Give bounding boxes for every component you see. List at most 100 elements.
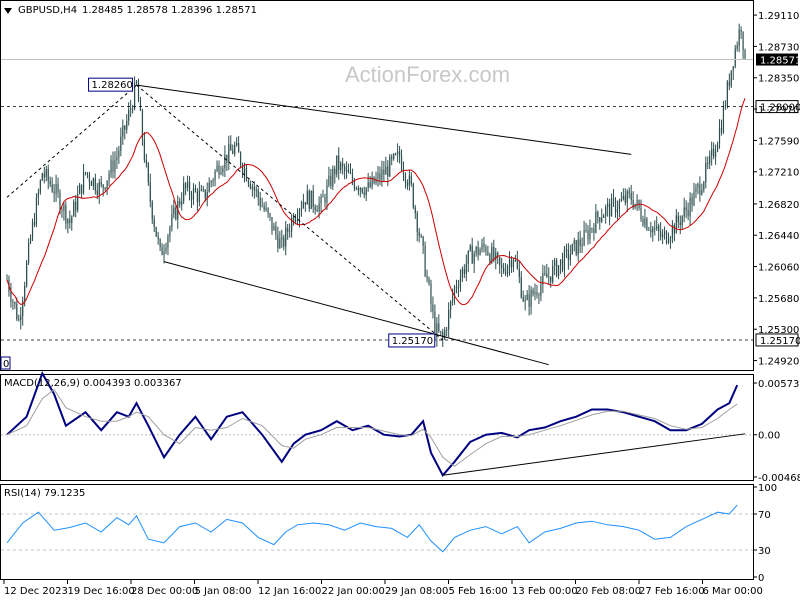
candle-body — [334, 168, 336, 175]
candle-body — [681, 216, 683, 226]
candle-body — [709, 155, 711, 164]
candle-body — [351, 173, 354, 182]
candle-body — [503, 267, 505, 272]
candle-body — [524, 299, 526, 302]
candle-body — [630, 193, 632, 200]
candle-body — [128, 109, 130, 121]
candle-body — [281, 237, 283, 239]
candle-body — [477, 246, 479, 256]
candle-body — [296, 218, 299, 220]
candle-body — [444, 329, 446, 339]
candle-body — [124, 125, 126, 130]
candle-body — [324, 197, 326, 203]
level-box — [755, 333, 799, 347]
candle-body — [110, 160, 112, 174]
candle-body — [432, 304, 434, 312]
candle-body — [453, 286, 456, 297]
candle-body — [304, 202, 306, 205]
candle-body — [402, 169, 405, 175]
price-tick-label: 1.25680 — [758, 294, 799, 305]
candle-body — [167, 236, 169, 248]
macd-tick-label: 0.00573 — [758, 379, 799, 390]
level-box — [755, 100, 799, 114]
candle-body — [612, 198, 615, 200]
candle-body — [530, 289, 532, 307]
candle-body — [585, 230, 587, 232]
candle-body — [24, 285, 26, 302]
rsi-tick-label: 100 — [758, 483, 777, 494]
candle-body — [608, 203, 611, 217]
candle-body — [393, 153, 395, 159]
candle-body — [736, 45, 738, 49]
candle-body — [475, 246, 477, 254]
candle-body — [561, 259, 564, 271]
candle-body — [451, 296, 454, 302]
candle-body — [593, 228, 595, 233]
candle-body — [204, 189, 206, 199]
annotation-box — [388, 333, 436, 348]
price-panel-frame — [0, 0, 754, 371]
candle-body — [194, 188, 197, 192]
candle-body — [345, 169, 348, 172]
candle-body — [703, 182, 705, 190]
candle-body — [226, 154, 228, 163]
candle-body — [73, 201, 75, 217]
candle-body — [300, 207, 303, 211]
candle-body — [679, 222, 681, 226]
candle-body — [80, 184, 83, 194]
time-tick-label: 12 Dec 2023 — [4, 586, 68, 597]
candle-body — [198, 190, 200, 202]
candle-body — [591, 228, 593, 230]
price-tick-label: 1.25300 — [758, 325, 799, 336]
candle-body — [426, 275, 428, 279]
price-tick-label: 1.26820 — [758, 200, 799, 211]
candle-body — [216, 165, 218, 172]
candle-body — [469, 245, 471, 251]
candle-body — [620, 199, 622, 201]
candle-body — [601, 217, 603, 222]
candle-body — [742, 31, 744, 51]
candle-body — [616, 209, 619, 213]
candle-body — [642, 219, 644, 226]
candle-body — [361, 188, 363, 193]
macd-tick-label: 0.00 — [758, 431, 780, 442]
candle-body — [628, 191, 630, 194]
candle-body — [583, 230, 585, 246]
candle-body — [267, 208, 269, 214]
candle-body — [43, 173, 45, 178]
symbol-label: GBPUSD,H4 — [18, 5, 77, 16]
candle-body — [336, 155, 338, 175]
candle-body — [610, 198, 613, 217]
dropdown-icon[interactable] — [4, 8, 12, 14]
time-tick-label: 22 Jan 00:00 — [322, 586, 385, 597]
candle-body — [726, 81, 728, 106]
candle-body — [39, 180, 41, 193]
candle-body — [137, 81, 140, 102]
candle-body — [499, 257, 501, 265]
candle-body — [738, 29, 740, 46]
candle-body — [181, 201, 183, 205]
candle-body — [471, 245, 473, 264]
macd-axis: 0.00573 0.00 -0.004685 — [753, 379, 800, 484]
trendline — [136, 84, 632, 155]
candle-body — [559, 259, 562, 266]
candle-body — [88, 174, 91, 183]
candle-body — [353, 181, 356, 189]
candle-body — [22, 301, 24, 317]
candle-body — [546, 273, 548, 278]
candle-body — [308, 191, 310, 209]
candle-body — [310, 190, 312, 209]
candle-body — [365, 187, 367, 196]
candle-body — [320, 196, 322, 204]
candle-body — [51, 184, 53, 192]
candle-body — [147, 163, 149, 183]
candle-body — [145, 159, 147, 164]
rsi-axis: 100 70 30 0 — [753, 483, 777, 584]
candle-body — [57, 183, 59, 193]
candle-body — [251, 186, 253, 189]
candle-body — [31, 222, 34, 238]
candle-body — [90, 182, 93, 186]
candle-body — [342, 163, 344, 167]
candle-body — [292, 217, 295, 222]
candle-body — [149, 182, 151, 202]
